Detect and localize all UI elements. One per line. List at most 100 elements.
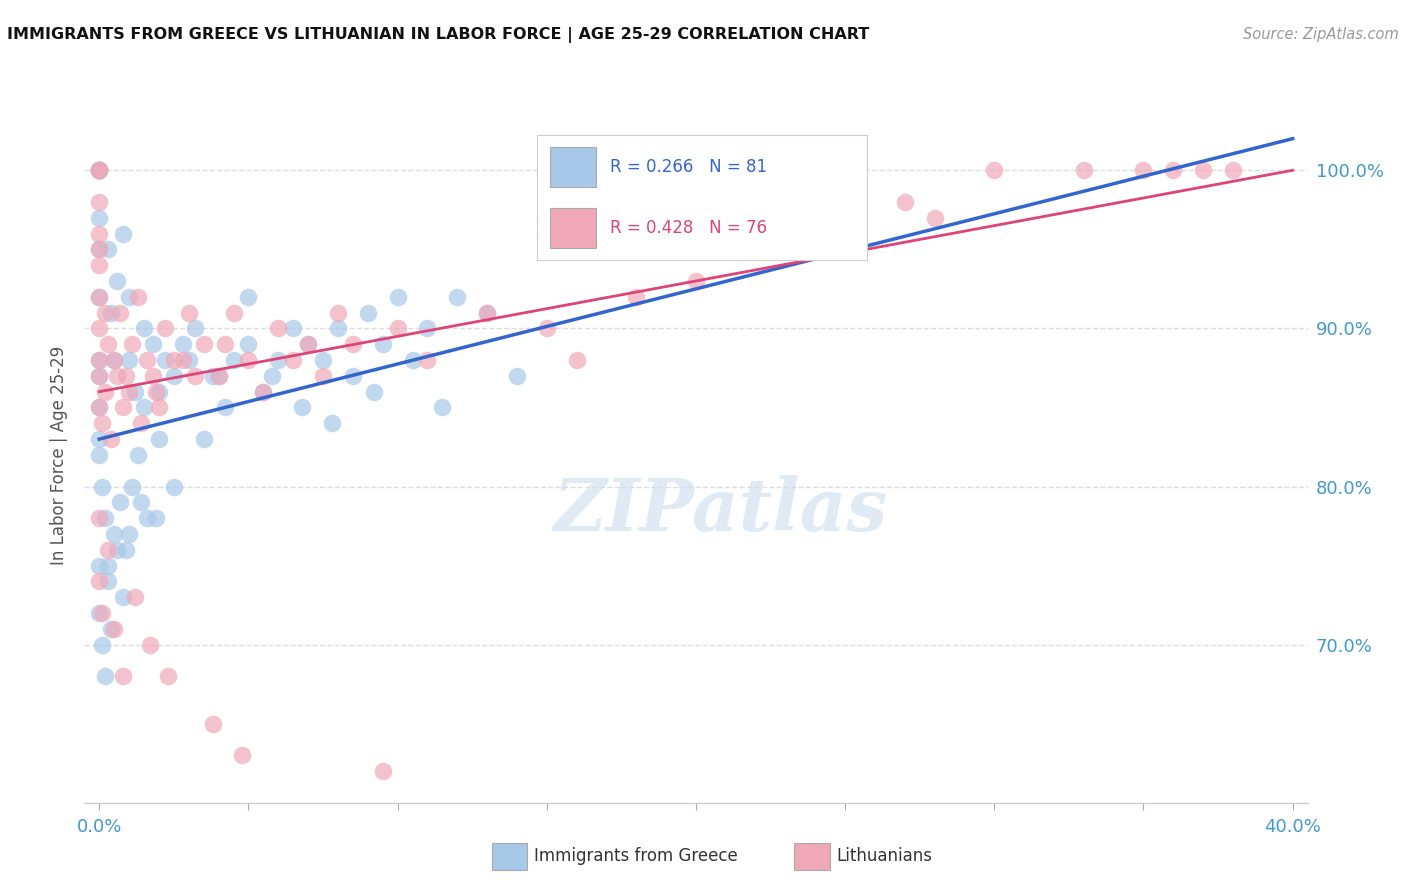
Point <box>163 479 186 493</box>
Point <box>115 542 138 557</box>
Point <box>89 163 111 178</box>
Point <box>148 384 170 399</box>
Point <box>89 163 111 178</box>
Point <box>121 479 143 493</box>
Point <box>214 401 236 415</box>
Point <box>193 432 215 446</box>
Point <box>371 337 394 351</box>
Point <box>387 321 409 335</box>
Point <box>148 432 170 446</box>
Point <box>238 290 260 304</box>
Point <box>475 305 498 319</box>
Point <box>89 353 111 368</box>
Point <box>112 401 135 415</box>
Point <box>89 258 111 272</box>
Point <box>89 558 111 573</box>
Point <box>312 353 335 368</box>
Point <box>100 432 122 446</box>
Point <box>207 368 229 383</box>
Point <box>89 432 111 446</box>
Point <box>100 622 122 636</box>
Point <box>506 368 529 383</box>
Point <box>94 305 117 319</box>
Point <box>94 511 117 525</box>
Point <box>252 384 274 399</box>
Point <box>136 511 159 525</box>
Point <box>136 353 159 368</box>
Text: IMMIGRANTS FROM GREECE VS LITHUANIAN IN LABOR FORCE | AGE 25-29 CORRELATION CHAR: IMMIGRANTS FROM GREECE VS LITHUANIAN IN … <box>7 27 869 43</box>
Point <box>416 321 439 335</box>
Point <box>89 368 111 383</box>
Point <box>89 194 111 209</box>
Point <box>267 353 290 368</box>
Point <box>89 211 111 225</box>
Point <box>129 417 152 431</box>
Point <box>89 368 111 383</box>
Point <box>177 353 200 368</box>
Point <box>132 401 155 415</box>
Point <box>416 353 439 368</box>
Point <box>744 243 766 257</box>
Point <box>91 606 114 620</box>
Point <box>238 353 260 368</box>
Point <box>89 511 111 525</box>
Point <box>432 401 454 415</box>
Point <box>103 527 125 541</box>
Point <box>89 401 111 415</box>
Point <box>112 227 135 241</box>
Point <box>163 368 186 383</box>
Point <box>124 384 146 399</box>
Point <box>536 321 558 335</box>
Point <box>89 401 111 415</box>
Point <box>89 290 111 304</box>
Point <box>97 542 120 557</box>
Point <box>1192 163 1215 178</box>
Point <box>1132 163 1154 178</box>
Point <box>222 353 245 368</box>
Point <box>342 337 364 351</box>
Point <box>326 305 349 319</box>
Point <box>834 211 856 225</box>
Point <box>89 163 111 178</box>
Point <box>89 163 111 178</box>
Y-axis label: In Labor Force | Age 25-29: In Labor Force | Age 25-29 <box>51 345 69 565</box>
Point <box>97 574 120 589</box>
Point <box>108 305 131 319</box>
Point <box>89 353 111 368</box>
Point <box>89 163 111 178</box>
Point <box>475 305 498 319</box>
Text: ZIPatlas: ZIPatlas <box>554 475 887 546</box>
Point <box>97 337 120 351</box>
Point <box>214 337 236 351</box>
Point <box>89 243 111 257</box>
Point <box>118 353 141 368</box>
Point <box>89 290 111 304</box>
Point <box>267 321 290 335</box>
Point <box>924 211 946 225</box>
Point <box>363 384 385 399</box>
Point <box>127 290 149 304</box>
Point <box>115 368 138 383</box>
Point <box>112 669 135 683</box>
Point <box>172 337 194 351</box>
Point <box>89 163 111 178</box>
Point <box>89 321 111 335</box>
Point <box>124 591 146 605</box>
Point <box>91 479 114 493</box>
Point <box>177 305 200 319</box>
Point <box>184 321 207 335</box>
Point <box>142 368 165 383</box>
Point <box>105 542 128 557</box>
Point <box>357 305 380 319</box>
Point <box>89 163 111 178</box>
Point <box>89 448 111 462</box>
Point <box>89 606 111 620</box>
Point <box>342 368 364 383</box>
Point <box>238 337 260 351</box>
Point <box>94 384 117 399</box>
Point <box>252 384 274 399</box>
Point <box>132 321 155 335</box>
Point <box>1163 163 1185 178</box>
Point <box>89 243 111 257</box>
Point <box>145 384 167 399</box>
